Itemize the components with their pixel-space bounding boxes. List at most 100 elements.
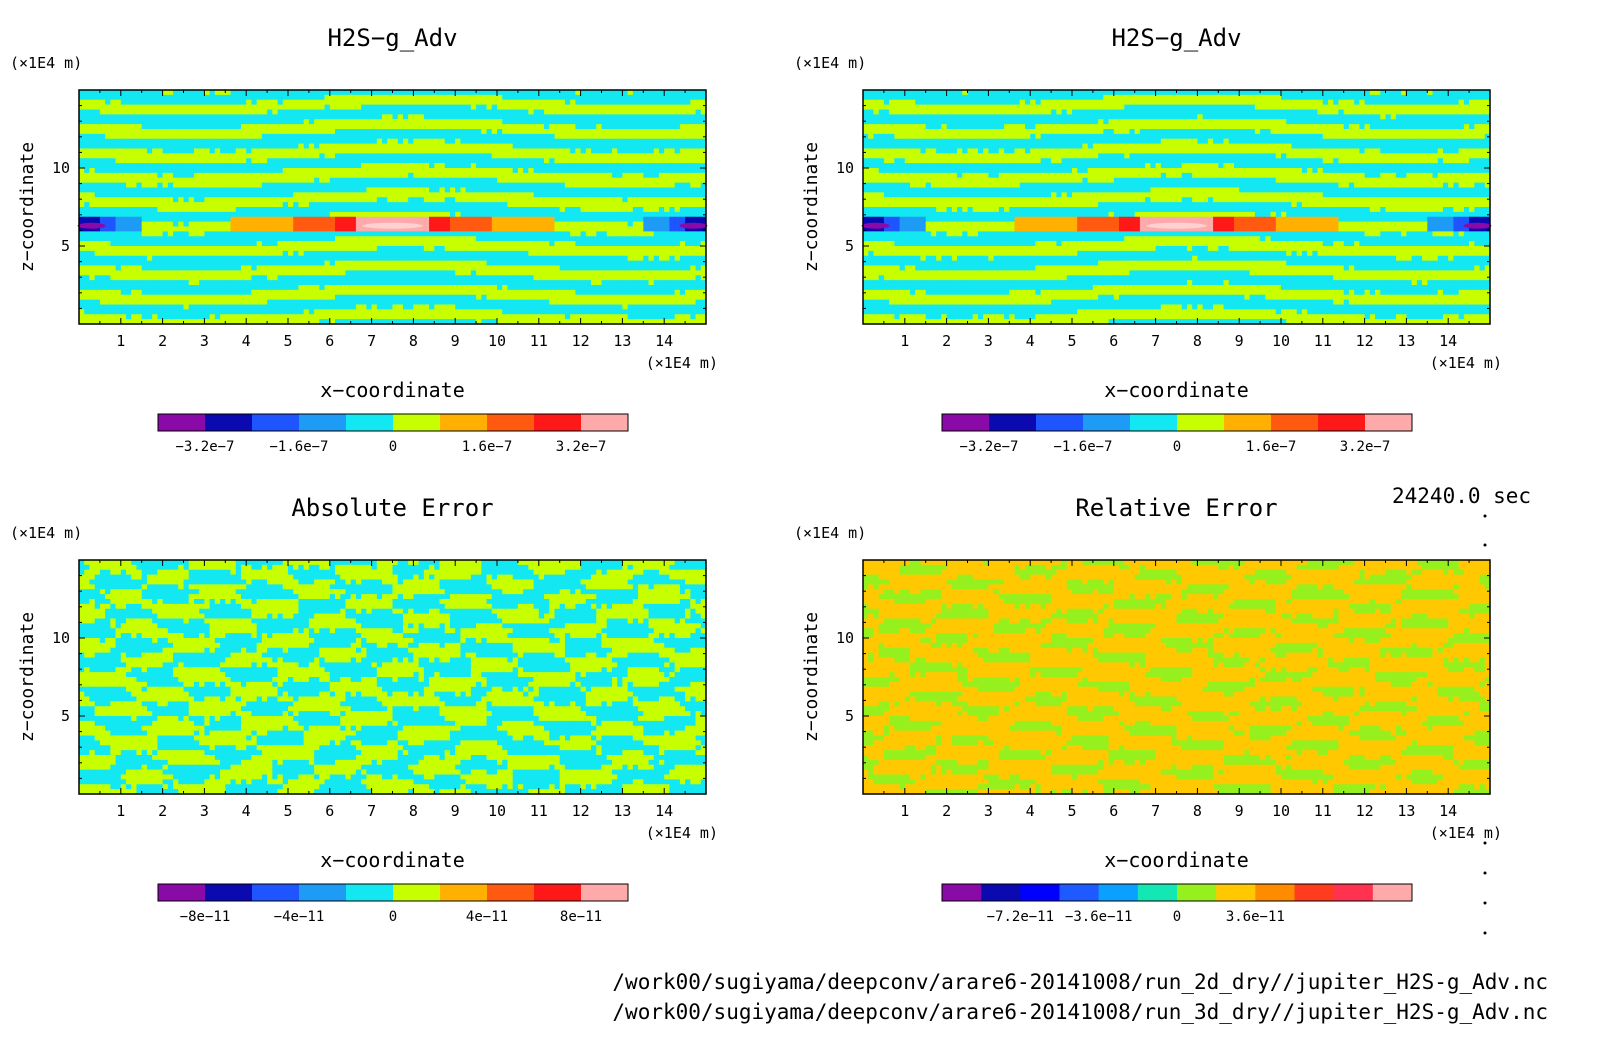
colorbar-tick-label: 3.6e−11: [1226, 909, 1285, 925]
max-marker: [362, 222, 423, 229]
colorbar-tick-label: 0: [389, 909, 397, 925]
min-marker: [77, 222, 106, 229]
x-tick-label: 2: [942, 802, 951, 820]
heatmap-field: [863, 90, 1491, 325]
x-tick-label: 3: [984, 332, 993, 350]
x-tick-label: 11: [1314, 802, 1332, 820]
colorbar-swatch: [989, 414, 1037, 431]
colorbar-tick-label: −3.2e−7: [175, 439, 234, 455]
x-tick-label: 14: [1439, 802, 1457, 820]
x-tick-label: 5: [283, 332, 292, 350]
heatmap-field: [863, 560, 1491, 795]
margin-dot: [1483, 901, 1487, 905]
colorbar-swatch: [252, 884, 300, 901]
x-tick-label: 7: [367, 802, 376, 820]
colorbar-swatch: [393, 414, 441, 431]
colorbar-swatch: [581, 884, 629, 901]
y-tick-label: 5: [61, 237, 70, 255]
colorbar-tick-label: −1.6e−7: [1053, 439, 1112, 455]
x-tick-label: 2: [158, 802, 167, 820]
x-tick-label: 10: [488, 802, 506, 820]
time-label: 24240.0 sec: [1392, 484, 1531, 508]
y-axis-label: z−coordinate: [801, 612, 822, 742]
x-tick-label: 1: [116, 332, 125, 350]
min-marker: [1463, 222, 1492, 229]
x-tick-label: 12: [1356, 332, 1374, 350]
colorbar-tick-label: −1.6e−7: [269, 439, 328, 455]
margin-dot: [1483, 543, 1487, 547]
colorbar-swatch: [205, 414, 253, 431]
colorbar-swatch: [942, 884, 982, 901]
y-tick-label: 10: [52, 629, 70, 647]
colorbar-swatch: [581, 414, 629, 431]
colorbar-tick-label: −7.2e−11: [987, 909, 1054, 925]
colorbar-swatch: [1020, 884, 1060, 901]
colorbar-tick-label: 0: [1173, 439, 1181, 455]
x-tick-label: 12: [572, 802, 590, 820]
margin-dot: [1483, 871, 1487, 875]
x-tick-label: 13: [1397, 332, 1415, 350]
x-tick-label: 5: [283, 802, 292, 820]
x-tick-label: 10: [1272, 802, 1290, 820]
x-tick-label: 8: [409, 802, 418, 820]
x-tick-label: 9: [1235, 802, 1244, 820]
x-tick-label: 9: [451, 332, 460, 350]
colorbar-swatch: [440, 414, 488, 431]
x-tick-label: 9: [451, 802, 460, 820]
x-tick-label: 4: [242, 332, 251, 350]
colorbar-swatch: [299, 414, 347, 431]
x-tick-label: 11: [1314, 332, 1332, 350]
colorbar: −8e−11 −4e−11 0 4e−11 8e−11: [157, 883, 629, 925]
x-tick-label: 6: [325, 802, 334, 820]
margin-dot: [1483, 514, 1487, 518]
x-tick-label: 8: [409, 332, 418, 350]
colorbar-tick-label: 1.6e−7: [1246, 439, 1297, 455]
x-tick-label: 3: [984, 802, 993, 820]
x-axis-label: x−coordinate: [1104, 378, 1249, 402]
margin-dot: [1483, 931, 1487, 935]
colorbar-tick-label: 3.2e−7: [1340, 439, 1391, 455]
heatmap-field: [79, 90, 707, 325]
colorbar-swatch: [1318, 414, 1366, 431]
colorbar-swatch: [1059, 884, 1099, 901]
panel-title: H2S−g_Adv: [1111, 24, 1241, 52]
file-path-2d: /work00/sugiyama/deepconv/arare6-2014100…: [612, 970, 1548, 994]
x-tick-label: 11: [530, 802, 548, 820]
x-unit-label: (×1E4 m): [646, 824, 718, 842]
y-axis-label: z−coordinate: [801, 142, 822, 272]
max-marker: [1146, 222, 1207, 229]
x-tick-label: 2: [158, 332, 167, 350]
colorbar-swatch: [1255, 884, 1295, 901]
y-unit-label: (×1E4 m): [794, 54, 866, 72]
x-tick-label: 3: [200, 332, 209, 350]
x-tick-label: 13: [613, 332, 631, 350]
colorbar-tick-label: −3.6e−11: [1065, 909, 1132, 925]
colorbar-tick-label: −4e−11: [274, 909, 325, 925]
colorbar-swatch: [1294, 884, 1334, 901]
x-unit-label: (×1E4 m): [1430, 354, 1502, 372]
x-tick-label: 6: [1109, 802, 1118, 820]
colorbar-tick-label: 8e−11: [560, 909, 602, 925]
colorbar-swatch: [1365, 414, 1413, 431]
tick-marks: [863, 560, 1490, 794]
y-axis-label: z−coordinate: [17, 142, 38, 272]
min-marker: [861, 222, 890, 229]
colorbar-tick-label: 0: [1173, 909, 1181, 925]
colorbar-swatch: [981, 884, 1021, 901]
x-tick-label: 14: [655, 802, 673, 820]
x-tick-label: 8: [1193, 802, 1202, 820]
x-tick-label: 3: [200, 802, 209, 820]
colorbar-swatch: [487, 884, 535, 901]
colorbar-swatch: [1177, 414, 1225, 431]
x-tick-label: 10: [1272, 332, 1290, 350]
colorbar-swatch: [1137, 884, 1178, 901]
x-tick-label: 13: [1397, 802, 1415, 820]
y-unit-label: (×1E4 m): [10, 524, 82, 542]
panel-title: Absolute Error: [291, 494, 493, 522]
x-tick-label: 7: [1151, 802, 1160, 820]
colorbar-swatch: [299, 884, 347, 901]
x-unit-label: (×1E4 m): [1430, 824, 1502, 842]
colorbar-swatch: [1372, 884, 1413, 901]
panel-title: H2S−g_Adv: [327, 24, 457, 52]
